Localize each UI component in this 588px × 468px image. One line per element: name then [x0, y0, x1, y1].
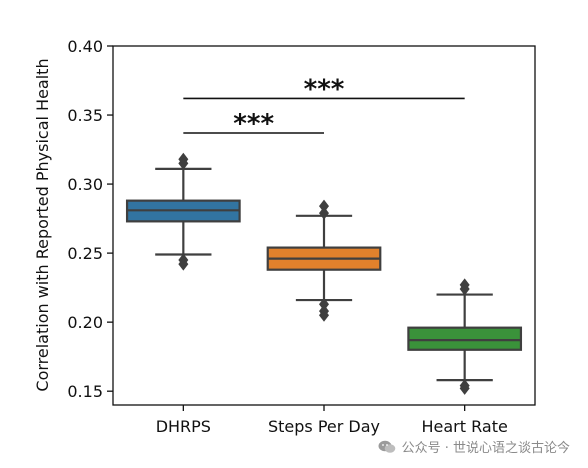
- y-tick-label: 0.40: [67, 37, 103, 56]
- wechat-icon: [378, 440, 395, 453]
- y-tick-label: 0.20: [67, 313, 103, 332]
- outlier-point: [319, 297, 329, 311]
- watermark: 公众号 · 世说心语之谈古论今: [378, 437, 570, 456]
- outlier-point: [319, 308, 329, 322]
- x-tick-label: DHRPS: [156, 417, 211, 436]
- y-tick-label: 0.35: [67, 106, 103, 125]
- box-2: [407, 326, 523, 351]
- y-tick-label: 0.30: [67, 175, 103, 194]
- significance-label: ***: [233, 109, 274, 139]
- plot-area: 0.15 0.20 0.25 0.30 0.35 0.40 DHRPS Steps Per D…: [67, 37, 536, 436]
- outlier-point: [178, 156, 189, 170]
- outlier-point: [319, 206, 329, 220]
- outlier-point: [459, 282, 470, 296]
- x-tick-label: Heart Rate: [422, 417, 508, 436]
- significance-label: ***: [304, 74, 345, 104]
- outlier-point: [178, 257, 189, 271]
- watermark-text: 公众号 · 世说心语之谈古论今: [401, 441, 570, 456]
- outlier-point: [319, 199, 329, 213]
- y-tick-label: 0.15: [67, 382, 103, 401]
- y-tick-label: 0.25: [67, 244, 103, 263]
- x-tick-label: Steps Per Day: [268, 417, 380, 436]
- outlier-point: [459, 381, 470, 395]
- y-axis-label: Correlation with Reported Physical Healt…: [33, 58, 52, 391]
